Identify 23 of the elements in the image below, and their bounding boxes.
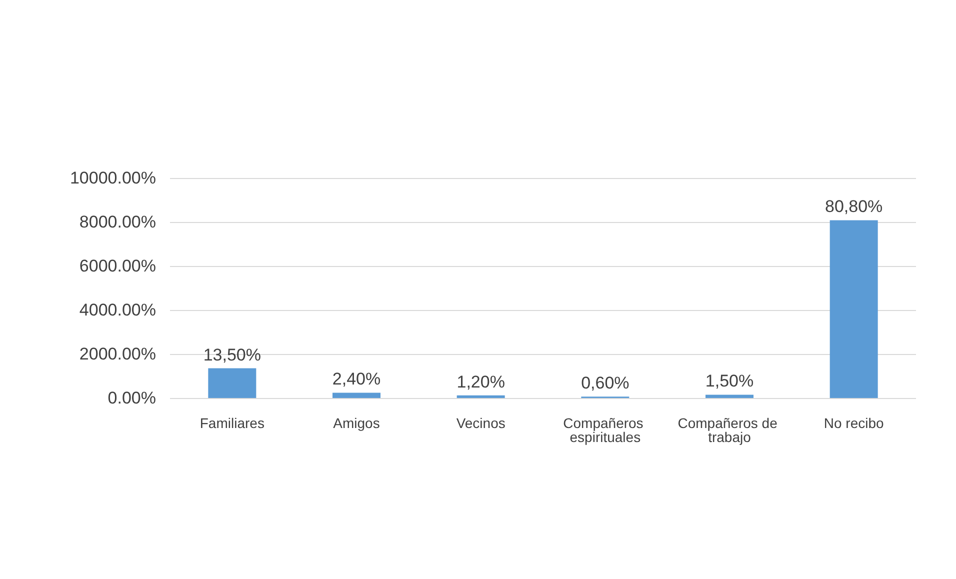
data-label: 80,80%: [824, 197, 883, 216]
bar: [208, 368, 256, 398]
data-label: 13,50%: [203, 345, 262, 364]
x-tick-label: No recibo: [824, 415, 884, 431]
data-label: 0,60%: [581, 374, 630, 393]
bar: [456, 395, 505, 398]
y-tick-label: 6000.00%: [79, 256, 156, 276]
x-tick-label: Compañeros espirituales: [563, 415, 648, 445]
data-label: 1,20%: [456, 372, 505, 392]
bar: [706, 394, 754, 398]
data-label: 2,40%: [332, 370, 381, 389]
x-tick-label: Amigos: [333, 415, 380, 431]
x-tick-label: Familiares: [200, 415, 264, 431]
y-tick-label: 8000.00%: [79, 212, 156, 232]
x-tick-label: Vecinos: [456, 415, 506, 431]
y-tick-label: 0.00%: [108, 388, 156, 408]
data-label: 1,50%: [705, 372, 754, 391]
bar: [332, 392, 380, 398]
y-tick-label: 4000.00%: [79, 300, 156, 320]
y-tick-label: 2000.00%: [79, 344, 156, 364]
x-tick-label: Compañeros de trabajo: [678, 415, 782, 445]
bar: [830, 220, 878, 398]
y-tick-label: 10000.00%: [70, 168, 156, 188]
